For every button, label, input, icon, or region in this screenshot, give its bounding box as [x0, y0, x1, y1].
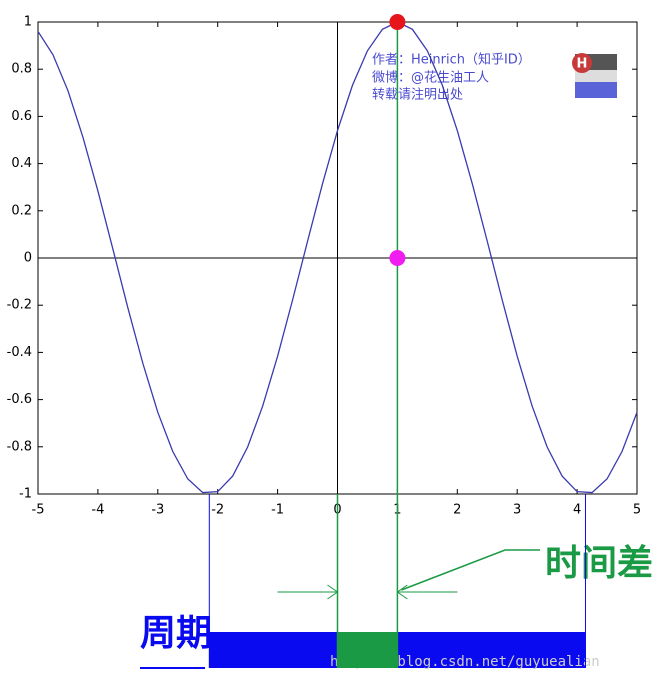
- y-tick-label: -0.8: [7, 439, 32, 454]
- x-tick-label: -2: [211, 503, 224, 518]
- arrowhead: [327, 584, 339, 600]
- marker: [389, 14, 406, 30]
- y-tick-label: -0.6: [7, 392, 32, 407]
- x-tick-label: 4: [573, 503, 581, 518]
- logo-bar: [575, 82, 617, 98]
- time-difference-label: 时间差: [545, 543, 653, 584]
- logo-bar: [575, 70, 617, 82]
- watermark-line: 转载请注明出处: [372, 88, 463, 103]
- watermark-line: 作者：Heinrich（知乎ID）: [372, 52, 531, 68]
- x-tick-label: 2: [453, 503, 461, 518]
- curve: [37, 21, 638, 494]
- marker: [389, 250, 406, 266]
- x-tick-label: -4: [91, 503, 104, 518]
- leader: [401, 549, 540, 591]
- y-tick-label: 0.4: [11, 156, 32, 171]
- y-tick-label: 0.6: [11, 109, 32, 124]
- y-tick-label: 0.2: [11, 203, 32, 218]
- period-label: 周期: [140, 613, 212, 654]
- x-tick-label: -5: [32, 503, 45, 518]
- x-tick-label: -1: [271, 503, 284, 518]
- time-difference-bar: [337, 632, 398, 668]
- x-tick-label: -3: [151, 503, 164, 518]
- x-tick-label: 5: [633, 503, 641, 518]
- y-tick-label: 1: [24, 15, 32, 30]
- y-tick-label: -0.2: [7, 298, 32, 313]
- arrowhead: [396, 584, 408, 600]
- y-tick-label: -1: [19, 487, 32, 502]
- logo-badge: [572, 53, 592, 73]
- y-tick-label: -0.4: [7, 345, 32, 360]
- y-tick-label: 0: [24, 251, 32, 266]
- y-tick-label: 0.8: [11, 62, 32, 77]
- watermark-line: 微博：@花生油工人: [372, 70, 489, 86]
- x-tick-label: 3: [513, 503, 521, 518]
- logo-text: H: [577, 57, 588, 72]
